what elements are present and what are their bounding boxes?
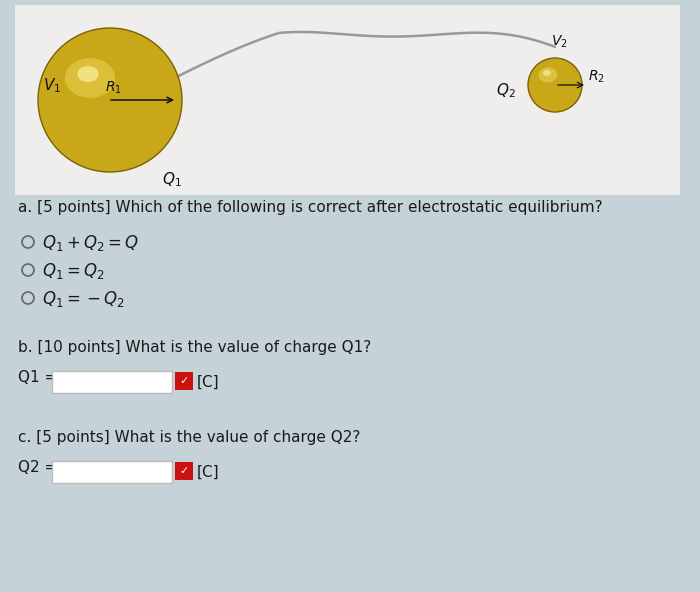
Bar <box>175 372 193 390</box>
Text: $Q_2$: $Q_2$ <box>496 81 516 99</box>
Text: $V_2$: $V_2$ <box>551 34 568 50</box>
Text: Q2 =: Q2 = <box>18 460 57 475</box>
Text: [C]: [C] <box>197 465 220 480</box>
Ellipse shape <box>535 77 581 109</box>
Bar <box>52 371 172 393</box>
Text: b. [10 points] What is the value of charge Q1?: b. [10 points] What is the value of char… <box>18 340 371 355</box>
Text: $Q_1$: $Q_1$ <box>162 170 182 189</box>
Ellipse shape <box>543 70 551 76</box>
Text: [C]: [C] <box>197 375 220 390</box>
Text: $R_2$: $R_2$ <box>588 69 605 85</box>
Bar <box>175 462 193 480</box>
Text: a. [5 points] Which of the following is correct after electrostatic equilibrium?: a. [5 points] Which of the following is … <box>18 200 603 215</box>
Ellipse shape <box>65 58 116 98</box>
Text: $V_1$: $V_1$ <box>43 76 61 95</box>
Ellipse shape <box>77 66 99 82</box>
Text: Q1 =: Q1 = <box>18 370 57 385</box>
Text: ✓: ✓ <box>179 376 189 386</box>
Text: $R_1$: $R_1$ <box>105 80 122 96</box>
Text: $Q_1 + Q_2 = Q$: $Q_1 + Q_2 = Q$ <box>42 233 139 253</box>
Circle shape <box>528 58 582 112</box>
Text: c. [5 points] What is the value of charge Q2?: c. [5 points] What is the value of charg… <box>18 430 360 445</box>
Text: ✓: ✓ <box>179 466 189 476</box>
Bar <box>52 461 172 483</box>
Circle shape <box>38 28 182 172</box>
Bar <box>15 5 680 195</box>
Ellipse shape <box>538 67 557 82</box>
Ellipse shape <box>50 53 180 168</box>
Text: $Q_1 = Q_2$: $Q_1 = Q_2$ <box>42 261 105 281</box>
Text: $Q_1 = -Q_2$: $Q_1 = -Q_2$ <box>42 289 125 309</box>
